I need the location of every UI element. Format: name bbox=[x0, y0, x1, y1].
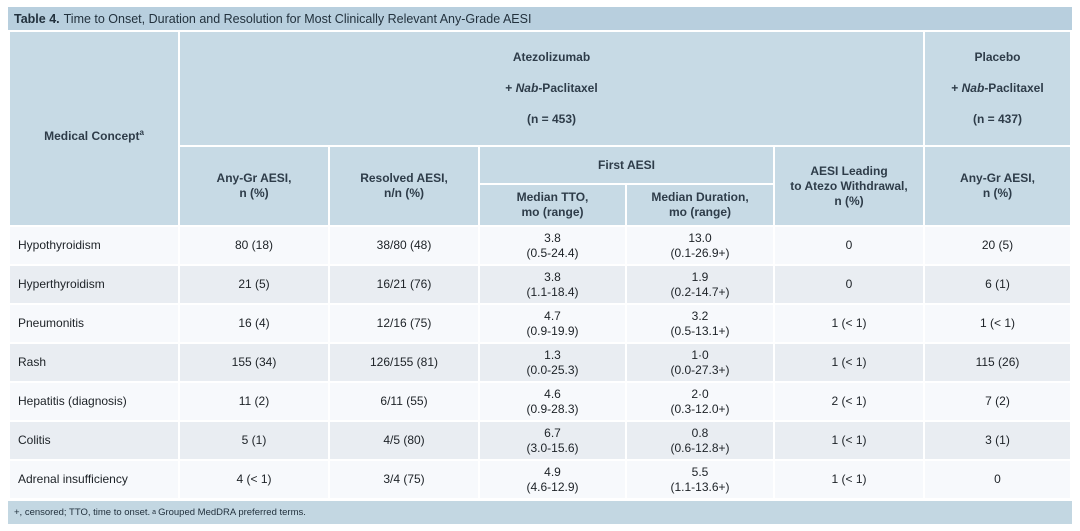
cell-any-gr-aesi: 16 (4) bbox=[180, 305, 328, 343]
cell-withdrawal: 1 (< 1) bbox=[775, 422, 923, 460]
table-footnote: +, censored; TTO, time to onset. a Group… bbox=[8, 501, 1072, 525]
cell-median-duration: 1·0 (0.0-27.3+) bbox=[627, 344, 773, 382]
cell-placebo-any-gr: 3 (1) bbox=[925, 422, 1070, 460]
column-header-median-duration: Median Duration, mo (range) bbox=[627, 185, 773, 226]
atezo-group-n: (n = 453) bbox=[526, 111, 577, 126]
medical-concept-footnote-marker: a bbox=[139, 128, 144, 138]
cell-placebo-any-gr: 7 (2) bbox=[925, 383, 1070, 421]
cell-placebo-any-gr: 1 (< 1) bbox=[925, 305, 1070, 343]
medical-concept-label: Medical Concept bbox=[44, 129, 140, 144]
cell-resolved-aesi: 16/21 (76) bbox=[330, 266, 478, 304]
cell-withdrawal: 1 (< 1) bbox=[775, 305, 923, 343]
column-header-medical-concept: Medical Concepta bbox=[10, 32, 178, 226]
cell-resolved-aesi: 12/16 (75) bbox=[330, 305, 478, 343]
table-title-number: Table 4. bbox=[14, 11, 60, 26]
cell-median-tto: 3.8 (1.1-18.4) bbox=[480, 266, 625, 304]
column-header-median-tto: Median TTO, mo (range) bbox=[480, 185, 625, 226]
cell-median-tto: 6.7 (3.0-15.6) bbox=[480, 422, 625, 460]
placebo-group-paclitaxel: -Paclitaxel bbox=[984, 80, 1044, 95]
atezo-group-line1: Atezolizumab bbox=[512, 49, 591, 64]
atezo-group-plus: + bbox=[505, 80, 516, 95]
cell-withdrawal: 1 (< 1) bbox=[775, 344, 923, 382]
column-header-any-gr-aesi: Any-Gr AESI, n (%) bbox=[180, 147, 328, 226]
cell-median-tto: 1.3 (0.0-25.3) bbox=[480, 344, 625, 382]
cell-placebo-any-gr: 6 (1) bbox=[925, 266, 1070, 304]
cell-any-gr-aesi: 5 (1) bbox=[180, 422, 328, 460]
column-header-resolved-aesi: Resolved AESI, n/n (%) bbox=[330, 147, 478, 226]
cell-medical-concept: Colitis bbox=[10, 422, 178, 460]
atezo-group-nab: Nab bbox=[515, 80, 539, 95]
group-header-placebo: Placebo + Nab-Paclitaxel (n = 437) bbox=[925, 32, 1070, 146]
cell-median-duration: 0.8 (0.6-12.8+) bbox=[627, 422, 773, 460]
footnote-marker: a bbox=[152, 509, 157, 517]
table-row: Hepatitis (diagnosis) 11 (2) 6/11 (55) 4… bbox=[10, 383, 1070, 421]
cell-median-duration: 3.2 (0.5-13.1+) bbox=[627, 305, 773, 343]
table-row: Colitis 5 (1) 4/5 (80) 6.7 (3.0-15.6) 0.… bbox=[10, 422, 1070, 460]
group-header-atezolizumab: Atezolizumab + Nab-Paclitaxel (n = 453) bbox=[180, 32, 923, 146]
table-title: Table 4. Time to Onset, Duration and Res… bbox=[8, 7, 1072, 30]
cell-any-gr-aesi: 11 (2) bbox=[180, 383, 328, 421]
atezo-group-paclitaxel: -Paclitaxel bbox=[538, 80, 598, 95]
placebo-group-plus: + bbox=[951, 80, 962, 95]
table-row: Rash 155 (34) 126/155 (81) 1.3 (0.0-25.3… bbox=[10, 344, 1070, 382]
cell-medical-concept: Hypothyroidism bbox=[10, 227, 178, 265]
placebo-group-line1: Placebo bbox=[974, 49, 1021, 64]
cell-medical-concept: Hepatitis (diagnosis) bbox=[10, 383, 178, 421]
cell-resolved-aesi: 126/155 (81) bbox=[330, 344, 478, 382]
table-row: Pneumonitis 16 (4) 12/16 (75) 4.7 (0.9-1… bbox=[10, 305, 1070, 343]
cell-resolved-aesi: 38/80 (48) bbox=[330, 227, 478, 265]
cell-placebo-any-gr: 115 (26) bbox=[925, 344, 1070, 382]
footnote-abbreviations: +, censored; TTO, time to onset. bbox=[14, 507, 151, 519]
cell-resolved-aesi: 4/5 (80) bbox=[330, 422, 478, 460]
column-header-aesi-withdrawal: AESI Leading to Atezo Withdrawal, n (%) bbox=[775, 147, 923, 226]
cell-any-gr-aesi: 21 (5) bbox=[180, 266, 328, 304]
cell-median-tto: 4.6 (0.9-28.3) bbox=[480, 383, 625, 421]
table-title-text: Time to Onset, Duration and Resolution f… bbox=[63, 11, 532, 26]
cell-medical-concept: Hyperthyroidism bbox=[10, 266, 178, 304]
column-header-placebo-any-gr-aesi: Any-Gr AESI, n (%) bbox=[925, 147, 1070, 226]
cell-medical-concept: Rash bbox=[10, 344, 178, 382]
table-row: Hyperthyroidism 21 (5) 16/21 (76) 3.8 (1… bbox=[10, 266, 1070, 304]
placebo-group-nab: Nab bbox=[961, 80, 985, 95]
footnote-meddra: Grouped MedDRA preferred terms. bbox=[158, 507, 306, 519]
cell-withdrawal: 0 bbox=[775, 227, 923, 265]
table-row: Hypothyroidism 80 (18) 38/80 (48) 3.8 (0… bbox=[10, 227, 1070, 265]
cell-withdrawal: 2 (< 1) bbox=[775, 383, 923, 421]
cell-withdrawal: 0 bbox=[775, 266, 923, 304]
cell-median-tto: 3.8 (0.5-24.4) bbox=[480, 227, 625, 265]
cell-any-gr-aesi: 155 (34) bbox=[180, 344, 328, 382]
placebo-group-n: (n = 437) bbox=[972, 111, 1023, 126]
cell-median-duration: 2·0 (0.3-12.0+) bbox=[627, 383, 773, 421]
cell-any-gr-aesi: 80 (18) bbox=[180, 227, 328, 265]
group-header-first-aesi: First AESI bbox=[480, 147, 773, 184]
cell-median-tto: 4.7 (0.9-19.9) bbox=[480, 305, 625, 343]
cell-resolved-aesi: 6/11 (55) bbox=[330, 383, 478, 421]
cell-placebo-any-gr: 20 (5) bbox=[925, 227, 1070, 265]
aesi-table: Medical Concepta Atezolizumab + Nab-Pacl… bbox=[8, 30, 1072, 500]
cell-median-duration: 13.0 (0.1-26.9+) bbox=[627, 227, 773, 265]
cell-medical-concept: Pneumonitis bbox=[10, 305, 178, 343]
cell-median-duration: 1.9 (0.2-14.7+) bbox=[627, 266, 773, 304]
